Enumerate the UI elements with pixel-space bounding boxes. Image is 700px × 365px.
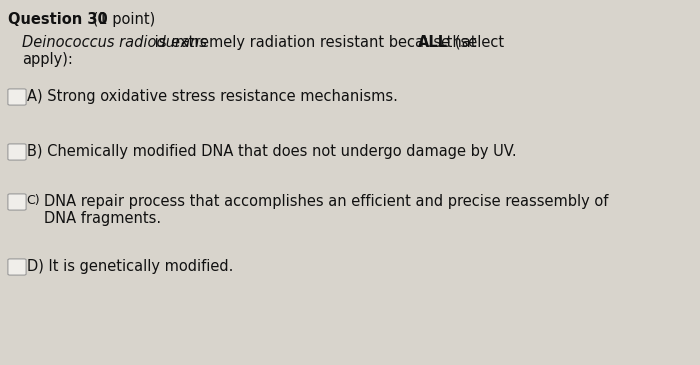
- Text: B) Chemically modified DNA that does not undergo damage by UV.: B) Chemically modified DNA that does not…: [27, 144, 517, 159]
- Text: that: that: [442, 35, 477, 50]
- Text: Deinococcus radiodurans: Deinococcus radiodurans: [22, 35, 207, 50]
- FancyBboxPatch shape: [8, 144, 26, 160]
- Text: D) It is genetically modified.: D) It is genetically modified.: [27, 259, 233, 274]
- FancyBboxPatch shape: [8, 89, 26, 105]
- Text: apply):: apply):: [22, 52, 73, 67]
- Text: DNA fragments.: DNA fragments.: [44, 211, 161, 226]
- FancyBboxPatch shape: [8, 259, 26, 275]
- Text: A) Strong oxidative stress resistance mechanisms.: A) Strong oxidative stress resistance me…: [27, 89, 398, 104]
- Text: ALL: ALL: [418, 35, 448, 50]
- Text: is extremely radiation resistant because (select: is extremely radiation resistant because…: [150, 35, 509, 50]
- FancyBboxPatch shape: [8, 194, 26, 210]
- Text: Question 30: Question 30: [8, 12, 108, 27]
- Text: (1 point): (1 point): [88, 12, 155, 27]
- Text: C): C): [26, 194, 40, 207]
- Text: DNA repair process that accomplishes an efficient and precise reassembly of: DNA repair process that accomplishes an …: [44, 194, 608, 209]
